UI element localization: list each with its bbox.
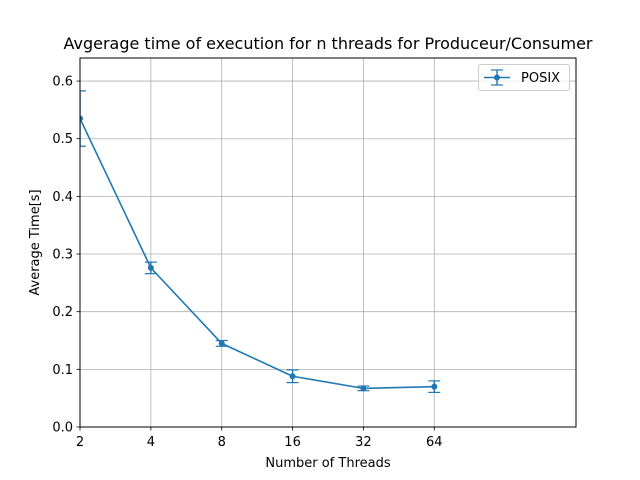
legend-marker	[494, 74, 500, 81]
data-point	[147, 264, 154, 271]
legend-box	[478, 64, 570, 91]
x-tick-label: 8	[218, 435, 226, 450]
x-tick-label: 32	[355, 435, 372, 450]
data-point	[218, 340, 225, 347]
x-tick-label: 16	[284, 435, 301, 450]
data-point	[431, 383, 438, 390]
grid-lines	[79, 58, 576, 428]
x-tick-label: 64	[426, 435, 443, 450]
legend: POSIX	[478, 64, 570, 91]
y-tick-label: 0.6	[52, 75, 73, 90]
legend-label: POSIX	[521, 71, 560, 86]
x-tick-label: 4	[147, 435, 155, 450]
data-point	[360, 385, 367, 392]
y-tick-label: 0.5	[52, 132, 73, 147]
plot-frame	[79, 57, 577, 428]
y-tick-label: 0.0	[52, 421, 73, 436]
chart-title: Avgerage time of execution for n threads…	[63, 34, 592, 53]
y-axis-label: Average Time[s]	[28, 189, 43, 295]
data-point	[289, 373, 296, 380]
axis-ticks: 2 4 8 16 32 64 0.0 0.1 0.2 0.3 0.4 0.5 0.6	[52, 75, 442, 450]
data-series	[80, 90, 441, 394]
y-tick-label: 0.3	[52, 248, 73, 263]
data-point	[80, 115, 83, 122]
y-tick-label: 0.1	[52, 363, 73, 378]
y-tick-label: 0.4	[52, 190, 73, 205]
x-tick-label: 2	[76, 435, 84, 450]
series-line	[80, 118, 435, 390]
x-axis-label: Number of Threads	[265, 456, 390, 471]
y-tick-label: 0.2	[52, 305, 73, 320]
